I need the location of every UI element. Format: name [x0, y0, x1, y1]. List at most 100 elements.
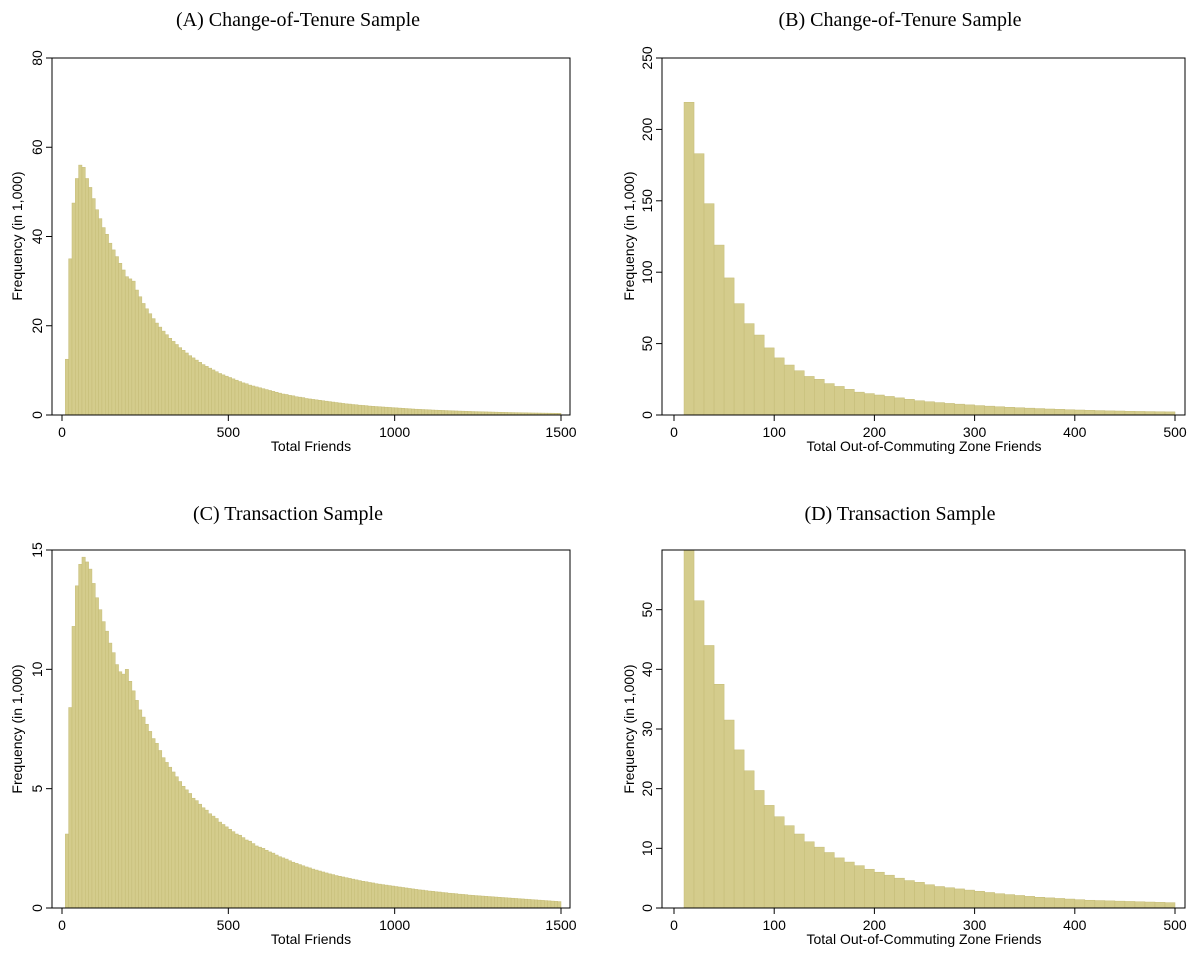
panel-b-x-ticks: 0 100 200 300 400 500 [670, 415, 1187, 440]
panel-b-bar [1084, 410, 1096, 416]
panel-d: (D) Transaction Sample 0 10 20 30 40 50 0 100 2… [621, 503, 1187, 947]
panel-c-bar [68, 707, 73, 909]
panel-b-x-tick-label: 200 [863, 424, 887, 440]
panel-d-bar [693, 600, 705, 909]
panel-c-bar [374, 883, 379, 909]
panel-c-bar [474, 895, 479, 909]
panel-c-bar [198, 803, 202, 909]
panel-a-bar [174, 344, 179, 416]
panel-d-bar [1074, 899, 1086, 909]
panel-a-bar [124, 276, 129, 416]
panel-a-bar [264, 389, 269, 416]
panel-a-bar [131, 280, 136, 416]
panel-a-bar [424, 409, 429, 416]
panel-a-bar [95, 209, 99, 416]
panel-a-bar [134, 289, 139, 416]
panel-c-bar [105, 630, 109, 909]
panel-d-x-tick-label: 100 [763, 917, 787, 933]
panel-a-bar [431, 409, 435, 416]
panel-d-bar [824, 852, 835, 909]
panel-c-bar [510, 897, 515, 909]
panel-a-bar [314, 399, 319, 416]
panel-d-y-axis-label: Frequency (in 1,000) [621, 664, 637, 793]
panel-c-bar [530, 899, 535, 909]
panel-d-x-tick-label: 400 [1063, 917, 1087, 933]
panel-a-x-tick-label: 1000 [379, 424, 410, 440]
panel-d-bar [814, 846, 825, 909]
panel-c-bar [407, 888, 412, 909]
panel-c-y-tick-label: 5 [29, 785, 45, 793]
panel-c-y-tick-label: 15 [29, 542, 45, 558]
panel-c-bar [364, 881, 369, 909]
panel-c-bar [490, 896, 495, 909]
panel-a-bar [291, 395, 296, 416]
panel-a-bar [144, 308, 149, 416]
panel-d-bars [683, 549, 1176, 909]
panel-a-bar [181, 350, 186, 416]
panel-c-bar [121, 673, 126, 909]
panel-a-bar [311, 399, 316, 416]
panel-b: (B) Change-of-Tenure Sample 0 50 100 150 200… [621, 9, 1187, 454]
panel-a-bar [208, 367, 212, 416]
panel-b-bar [874, 394, 885, 416]
panel-d-bar [773, 816, 785, 909]
panel-c-bar [204, 809, 209, 909]
panel-c-bar [401, 887, 405, 909]
panel-a-y-tick-label: 40 [29, 229, 45, 245]
panel-a-bar [261, 388, 266, 416]
panel-c-bar [138, 709, 143, 909]
panel-b-y-tick-label: 100 [639, 260, 655, 284]
panel-d-bar [994, 893, 1005, 909]
panel-c-bar [454, 893, 459, 909]
panel-c-bar [391, 885, 395, 909]
panel-c-bar [221, 824, 226, 909]
panel-d-bar [1014, 895, 1025, 909]
panel-d-bar [834, 857, 845, 909]
panel-a-bar [71, 202, 76, 416]
panel-b-bar [1124, 411, 1136, 416]
panel-c-bar [81, 556, 86, 909]
panel-b-bar [693, 153, 705, 416]
panel-a-bar [244, 383, 249, 416]
panel-c-bar [164, 762, 169, 909]
panel-c-bar [421, 889, 425, 909]
panel-c-bar [367, 882, 372, 909]
panel-a-bar [68, 258, 73, 416]
panel-c-bar [91, 583, 96, 909]
panel-a-bar [271, 391, 276, 416]
panel-c-bar [114, 664, 119, 909]
panel-a-bar [141, 303, 146, 416]
panel-c-y-tick-label: 10 [29, 661, 45, 677]
panel-c-bar [414, 889, 419, 909]
panel-c-bar [101, 621, 106, 909]
panel-a-bar [111, 249, 116, 416]
panel-a-bar [228, 377, 232, 416]
panel-c-bar [281, 857, 286, 909]
panel-a-bar [198, 362, 202, 416]
panel-b-x-tick-label: 400 [1063, 424, 1087, 440]
panel-d-bar [733, 749, 745, 909]
panel-d-bar [783, 825, 795, 909]
panel-d-bar [1034, 897, 1045, 909]
panel-a-bar [364, 405, 369, 416]
panel-b-y-tick-label: 50 [639, 336, 655, 352]
panel-a-bar [354, 404, 359, 416]
panel-b-bar [1044, 408, 1056, 416]
panel-a-bar [294, 396, 299, 416]
panel-d-bar [1084, 899, 1096, 909]
panel-c-bar [384, 884, 389, 909]
panel-c-bar [131, 690, 136, 909]
panel-b-title: (B) Change-of-Tenure Sample [779, 9, 1022, 31]
panel-d-bar [743, 770, 755, 909]
panel-b-bar [974, 405, 985, 416]
panel-a-bar [374, 406, 379, 416]
panel-c-bar [334, 875, 339, 909]
panel-d-y-tick-label: 0 [639, 904, 655, 912]
panel-a-bar [304, 398, 309, 416]
panel-a-bar [201, 364, 206, 416]
panel-c: (C) Transaction Sample 0 5 10 15 0 500 1000 15… [9, 503, 577, 947]
panel-a-bar [344, 403, 349, 416]
panel-d-bar [1054, 898, 1066, 909]
panel-c-bar [347, 878, 352, 909]
panel-c-bar [218, 821, 222, 909]
